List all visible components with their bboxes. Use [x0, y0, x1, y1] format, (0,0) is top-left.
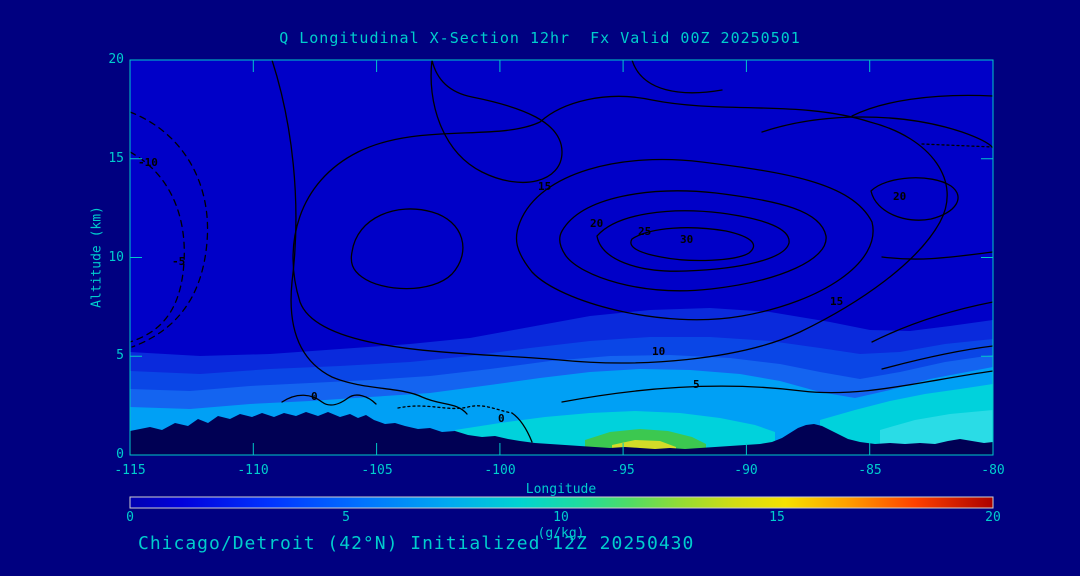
x-tick--115: -115: [114, 463, 146, 478]
x-tick--110: -110: [237, 463, 269, 478]
colorbar-tick-20: 20: [985, 510, 1001, 525]
contour-label: 25: [638, 225, 652, 238]
colorbar: [129, 496, 994, 509]
plot-area: [130, 60, 993, 455]
contour-label: 20: [893, 190, 907, 203]
footer-caption: Chicago/Detroit (42°N) Initialized 12Z 2…: [138, 533, 695, 554]
contour-label: 0: [498, 412, 505, 425]
colorbar-units-label: (g/kg): [537, 526, 585, 541]
colorbar-tick-0: 0: [126, 510, 134, 525]
contour-label: 30: [680, 233, 694, 246]
contour-lines: [130, 60, 993, 443]
contour-label: 0: [311, 390, 318, 403]
contour-label: 15: [830, 295, 844, 308]
y-tick-10: 10: [108, 250, 124, 265]
y-tick-5: 5: [116, 348, 124, 363]
y-tick-20: 20: [108, 52, 124, 67]
x-tick--95: -95: [611, 463, 635, 478]
plot-title: Q Longitudinal X-Section 12hr Fx Valid 0…: [279, 29, 801, 47]
contour-label: 5: [693, 378, 700, 391]
x-tick--80: -80: [981, 463, 1005, 478]
contour-label: -10: [138, 156, 158, 169]
y-tick-0: 0: [116, 447, 124, 462]
colorbar-tick-15: 15: [769, 510, 785, 525]
x-tick--105: -105: [361, 463, 393, 478]
x-tick--100: -100: [484, 463, 516, 478]
contour-label: -5: [172, 255, 186, 268]
x-tick--85: -85: [858, 463, 882, 478]
axes-frame: [129, 59, 994, 456]
x-axis-label: Longitude: [525, 482, 597, 497]
contour-label: 10: [652, 345, 666, 358]
colorbar-tick-5: 5: [342, 510, 350, 525]
contour-label: 20: [590, 217, 604, 230]
y-tick-15: 15: [108, 151, 124, 166]
colorbar-tick-10: 10: [553, 510, 569, 525]
terrain-silhouette: [130, 412, 993, 455]
x-tick--90: -90: [734, 463, 758, 478]
contour-label: 15: [538, 180, 552, 193]
colorbar-gradient: [129, 496, 994, 509]
